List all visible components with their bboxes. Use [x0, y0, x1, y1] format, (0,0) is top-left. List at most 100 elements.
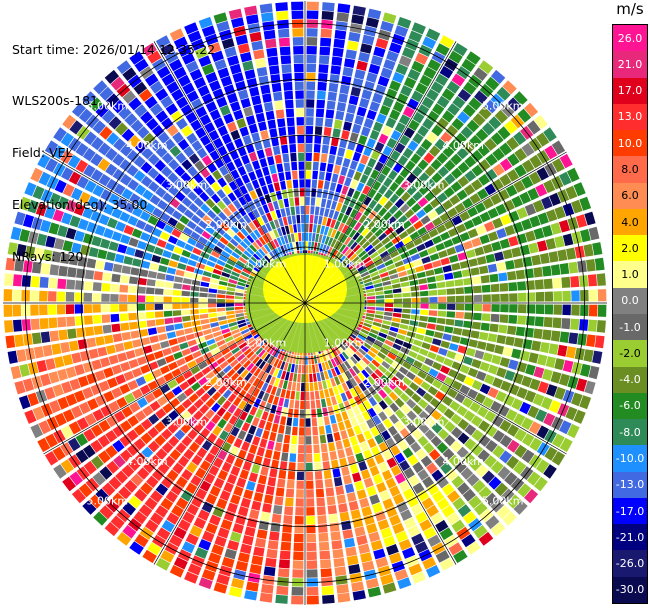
velocity-bin: [83, 281, 93, 291]
velocity-bin: [317, 81, 327, 91]
velocity-bin: [198, 236, 208, 245]
velocity-bin: [154, 288, 164, 295]
velocity-bin: [306, 37, 318, 46]
velocity-bin: [306, 63, 317, 73]
velocity-bin: [57, 225, 68, 238]
velocity-bin: [180, 490, 193, 502]
velocity-bin: [223, 113, 234, 124]
velocity-bin: [259, 338, 268, 347]
velocity-bin: [345, 446, 354, 457]
ray-line: [285, 302, 306, 363]
velocity-bin: [173, 557, 188, 570]
velocity-bin: [338, 93, 348, 103]
velocity-bin: [209, 236, 219, 245]
velocity-bin: [313, 453, 321, 462]
velocity-bin: [199, 298, 208, 303]
velocity-bin: [365, 316, 374, 321]
velocity-bin: [77, 256, 88, 267]
velocity-bin: [140, 260, 151, 269]
velocity-bin: [402, 303, 411, 308]
velocity-bin: [408, 247, 418, 256]
velocity-bin: [314, 135, 322, 144]
velocity-bin: [128, 285, 138, 294]
velocity-bin: [339, 457, 348, 468]
velocity-bin: [150, 103, 163, 116]
velocity-bin: [287, 126, 296, 136]
ray-line: [304, 302, 365, 323]
velocity-bin: [298, 427, 305, 436]
velocity-bin: [346, 250, 355, 259]
velocity-bin: [143, 132, 156, 145]
velocity-bin: [273, 505, 283, 515]
velocity-bin: [201, 155, 213, 166]
velocity-bin: [278, 397, 285, 407]
velocity-bin: [242, 135, 252, 146]
velocity-bin: [432, 217, 443, 227]
velocity-bin: [402, 361, 412, 370]
velocity-bin: [32, 185, 45, 200]
velocity-bin: [186, 220, 197, 230]
velocity-bin: [362, 34, 375, 46]
velocity-bin: [343, 121, 352, 132]
velocity-bin: [285, 488, 295, 498]
velocity-bin: [306, 560, 318, 569]
velocity-bin: [297, 453, 305, 463]
velocity-bin: [186, 132, 198, 145]
velocity-bin: [280, 55, 291, 65]
velocity-bin: [435, 519, 449, 533]
velocity-bin: [187, 166, 198, 177]
velocity-bin: [451, 235, 462, 245]
velocity-bin: [300, 197, 305, 206]
velocity-bin: [314, 390, 320, 400]
velocity-bin: [113, 183, 126, 196]
velocity-bin: [183, 387, 194, 397]
velocity-bin: [228, 255, 238, 263]
velocity-bin: [448, 139, 461, 152]
velocity-bin: [289, 372, 294, 382]
velocity-bin: [359, 268, 368, 275]
velocity-bin: [439, 35, 455, 49]
velocity-bin: [226, 473, 238, 485]
velocity-bin: [526, 292, 536, 302]
velocity-bin: [340, 257, 349, 266]
velocity-bin: [465, 347, 476, 357]
velocity-bin: [466, 119, 480, 133]
velocity-bin: [464, 155, 477, 168]
velocity-bin: [219, 105, 231, 116]
velocity-bin: [150, 512, 164, 526]
velocity-bin: [222, 389, 232, 399]
velocity-bin: [481, 122, 495, 136]
velocity-bin: [363, 166, 373, 176]
velocity-bin: [181, 348, 192, 357]
velocity-bin: [217, 418, 227, 429]
velocity-bin: [287, 381, 292, 391]
velocity-bin: [151, 343, 162, 352]
velocity-bin: [430, 159, 442, 171]
velocity-bin: [224, 378, 234, 388]
velocity-bin: [289, 242, 294, 252]
velocity-bin: [356, 60, 368, 71]
velocity-bin: [280, 236, 286, 245]
velocity-bin: [454, 461, 467, 474]
velocity-bin: [274, 248, 281, 257]
velocity-bin: [451, 475, 464, 488]
velocity-bin: [88, 494, 103, 509]
colorbar-tick-label: -30.0: [615, 583, 645, 597]
ray-line: [260, 258, 306, 304]
velocity-bin: [239, 356, 249, 365]
velocity-bin: [103, 228, 114, 239]
velocity-bin: [121, 265, 131, 275]
velocity-bin: [92, 293, 101, 302]
velocity-bin: [306, 515, 316, 525]
velocity-bin: [358, 193, 367, 203]
velocity-bin: [341, 372, 349, 382]
velocity-bin: [164, 242, 175, 252]
velocity-bin: [286, 479, 295, 489]
velocity-bin: [587, 274, 597, 287]
colorbar-tick-label: 10.0: [617, 136, 643, 150]
velocity-bin: [376, 113, 387, 124]
velocity-bin: [467, 388, 478, 400]
velocity-bin: [467, 228, 479, 239]
ray-line: [249, 302, 306, 332]
velocity-bin: [341, 466, 350, 476]
